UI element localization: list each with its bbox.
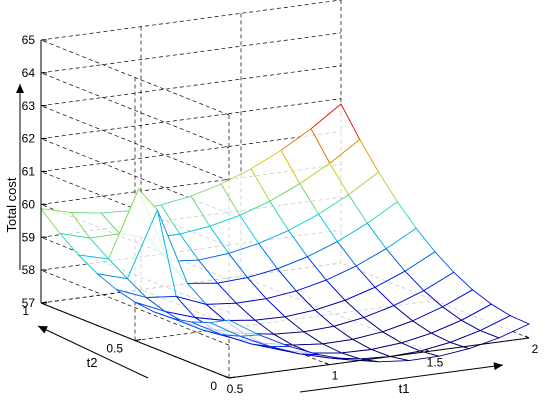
- x-tick-label: 1: [332, 369, 339, 383]
- axis-labels: Total cost t2 t1: [4, 177, 409, 396]
- y-tick-label: 0: [210, 379, 217, 393]
- x-axis-label: t1: [399, 381, 410, 396]
- x-tick-label: 2: [532, 342, 539, 356]
- x-tick-label: 0.5: [227, 382, 244, 396]
- z-tick-label: 61: [22, 165, 36, 179]
- z-tick-label: 63: [22, 99, 36, 113]
- surface-mesh: [39, 103, 531, 363]
- z-axis-label: Total cost: [4, 177, 19, 232]
- z-tick-label: 62: [22, 132, 36, 146]
- z-axis-arrow-head: [16, 84, 24, 93]
- z-gridline-back: [40, 131, 342, 172]
- z-gridline-back: [40, 32, 342, 74]
- x-axis-arrow: [299, 364, 504, 393]
- y-axis-label: t2: [87, 355, 98, 370]
- axis-arrows: [16, 84, 504, 393]
- z-tick-label: 59: [22, 230, 36, 244]
- x-tick-label: 1.5: [427, 355, 444, 369]
- z-gridline-back: [40, 0, 342, 41]
- y-tick-mark: [228, 376, 236, 379]
- x-tick-mark: [424, 348, 430, 352]
- z-tick-label: 60: [22, 197, 36, 211]
- y-tick-label: 0.5: [106, 342, 123, 356]
- y-tick-mark: [134, 339, 142, 341]
- surface-patch: [208, 319, 261, 337]
- z-tick-label: 65: [22, 33, 36, 47]
- x-tick-mark: [524, 335, 530, 339]
- z-gridline-back: [40, 65, 342, 107]
- y-axis-arrow-head: [38, 326, 48, 334]
- x-tick-mark: [224, 375, 230, 379]
- x-axis-arrow-head: [493, 362, 503, 371]
- z-gridline-left: [40, 72, 230, 149]
- z-gridline-back: [40, 98, 342, 139]
- y-tick-mark: [40, 301, 48, 304]
- x-tick-mark: [324, 362, 330, 366]
- y-tick-label: 1: [22, 304, 29, 318]
- x-axis-line: [228, 337, 530, 379]
- tick-labels: 57 58 59 60 61 62 63 64 65 0.5 1 1.5 2 0 0.5 1: [22, 33, 539, 396]
- y-axis-arrow: [37, 325, 149, 379]
- z-gridline-left: [40, 269, 230, 346]
- z-tick-label: 64: [22, 66, 36, 80]
- z-tick-label: 58: [22, 263, 36, 277]
- z-tick-label: 57: [22, 296, 36, 310]
